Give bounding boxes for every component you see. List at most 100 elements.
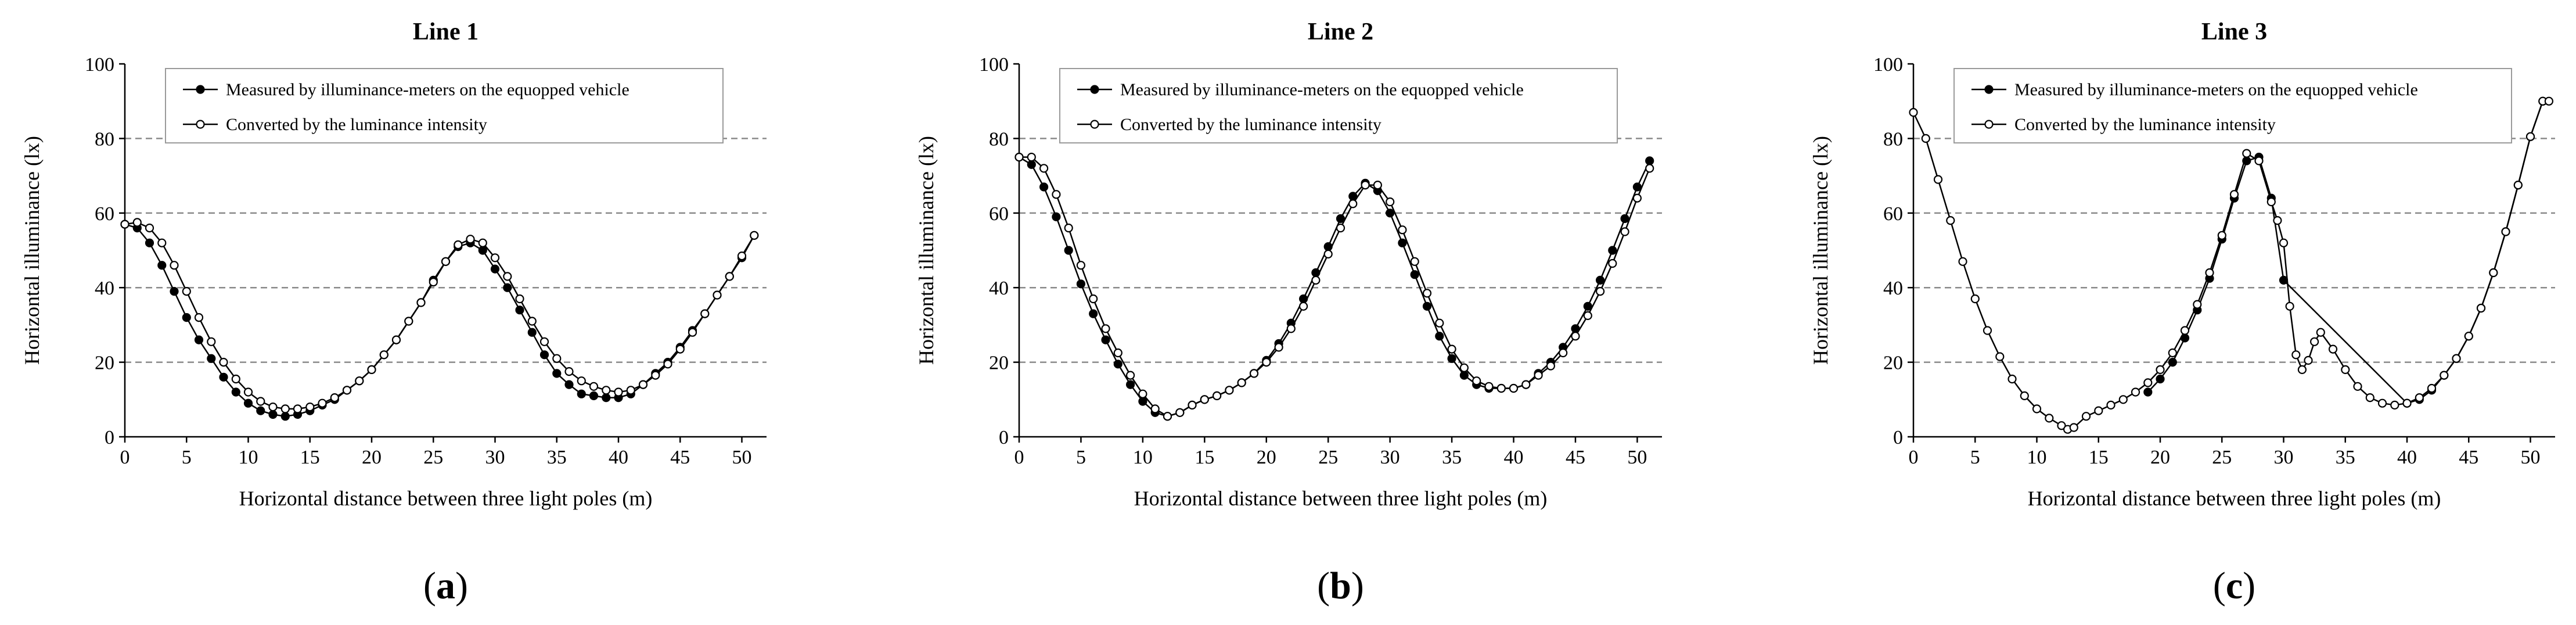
data-point-converted bbox=[515, 294, 524, 304]
y-tick-label: 100 bbox=[85, 54, 114, 76]
data-point-converted bbox=[651, 371, 660, 380]
data-point-converted bbox=[1076, 261, 1086, 270]
data-point-converted bbox=[1348, 199, 1358, 209]
legend-box bbox=[1953, 68, 2512, 143]
data-point-converted bbox=[2205, 268, 2214, 278]
data-point-converted bbox=[737, 252, 747, 261]
data-point-converted bbox=[1521, 380, 1531, 389]
data-point-converted bbox=[1386, 197, 1395, 207]
data-point-converted bbox=[293, 404, 303, 414]
series-line-converted bbox=[1912, 100, 2549, 430]
data-point-measured bbox=[268, 410, 278, 419]
data-point-converted bbox=[2476, 303, 2486, 313]
x-tick-label: 50 bbox=[1627, 447, 1647, 468]
data-point-converted bbox=[1933, 175, 1943, 184]
data-point-converted bbox=[1138, 389, 1147, 398]
data-point-measured bbox=[1596, 275, 1605, 285]
y-tick-label: 100 bbox=[979, 54, 1009, 76]
data-point-converted bbox=[1311, 275, 1321, 285]
data-point-converted bbox=[2544, 96, 2553, 106]
data-point-converted bbox=[2020, 391, 2029, 401]
data-point-measured bbox=[1632, 182, 1642, 192]
data-point-measured bbox=[1398, 238, 1407, 247]
legend-marker bbox=[196, 85, 205, 94]
data-point-converted bbox=[194, 312, 204, 322]
x-tick-label: 40 bbox=[609, 447, 628, 468]
data-point-converted bbox=[207, 337, 216, 346]
data-point-converted bbox=[2273, 216, 2282, 225]
data-point-converted bbox=[1336, 223, 1345, 233]
data-point-measured bbox=[577, 389, 586, 398]
data-point-converted bbox=[675, 344, 685, 354]
x-tick-label: 15 bbox=[2089, 447, 2109, 468]
data-point-converted bbox=[1970, 294, 1980, 304]
panel-label-letter: a bbox=[436, 565, 455, 607]
x-tick-label: 10 bbox=[239, 447, 258, 468]
data-point-converted bbox=[2007, 374, 2017, 384]
data-point-converted bbox=[1225, 386, 1234, 395]
legend-label: Converted by the luminance intensity bbox=[2014, 115, 2276, 134]
data-point-measured bbox=[1608, 246, 1617, 255]
x-tick-label: 40 bbox=[2397, 447, 2417, 468]
y-tick-label: 0 bbox=[1893, 427, 1903, 448]
data-point-converted bbox=[1361, 181, 1370, 190]
data-point-converted bbox=[1299, 301, 1308, 311]
chart-panel-c: Line 3 0 20 40 60 80 100 0 5 10 15 20 25 30 35 40 45 50 Ho… bbox=[1809, 19, 2555, 607]
data-point-converted bbox=[1921, 134, 1930, 143]
data-point-converted bbox=[2464, 332, 2473, 341]
y-tick-label: 60 bbox=[989, 203, 1009, 225]
data-point-converted bbox=[1262, 357, 1271, 367]
data-point-converted bbox=[2316, 328, 2325, 337]
legend-marker bbox=[1984, 85, 1994, 94]
y-axis-label: Horizontal illuminance (lx) bbox=[20, 136, 44, 365]
data-point-converted bbox=[1286, 324, 1296, 333]
panel-label: (a) bbox=[423, 565, 468, 607]
y-tick-label: 100 bbox=[1873, 54, 1903, 76]
data-point-converted bbox=[355, 376, 364, 386]
data-point-measured bbox=[1386, 209, 1395, 218]
data-point-converted bbox=[2452, 354, 2461, 363]
x-axis-label: Horizontal distance between three light … bbox=[239, 487, 653, 510]
data-point-converted bbox=[713, 290, 722, 300]
data-point-converted bbox=[2310, 337, 2319, 346]
x-tick-label: 0 bbox=[1014, 447, 1024, 468]
data-point-converted bbox=[2069, 423, 2078, 432]
data-point-converted bbox=[1496, 383, 1506, 393]
x-tick-label: 30 bbox=[485, 447, 505, 468]
data-point-converted bbox=[120, 220, 129, 229]
data-point-measured bbox=[1447, 354, 1456, 363]
data-point-converted bbox=[1435, 318, 1444, 328]
data-point-converted bbox=[1039, 164, 1049, 173]
data-point-converted bbox=[2081, 412, 2091, 421]
x-tick-label: 45 bbox=[2459, 447, 2478, 468]
data-point-converted bbox=[2045, 414, 2054, 423]
data-point-measured bbox=[1113, 360, 1122, 369]
y-tick-label: 80 bbox=[1883, 128, 1903, 150]
x-tick-label: 50 bbox=[732, 447, 752, 468]
data-point-converted bbox=[1188, 400, 1197, 410]
data-point-converted bbox=[367, 365, 376, 375]
x-axis-label: Horizontal distance between three light … bbox=[1134, 487, 1548, 510]
legend-marker bbox=[1984, 120, 1994, 129]
data-point-converted bbox=[1958, 257, 1967, 266]
data-point-measured bbox=[207, 354, 216, 363]
data-point-converted bbox=[330, 393, 339, 403]
y-tick-label: 40 bbox=[989, 278, 1009, 299]
data-point-converted bbox=[1089, 294, 1098, 304]
data-point-converted bbox=[2057, 421, 2066, 430]
data-point-converted bbox=[1509, 383, 1519, 393]
data-point-measured bbox=[490, 264, 500, 274]
data-point-measured bbox=[1101, 335, 1110, 344]
data-point-converted bbox=[1571, 332, 1580, 341]
data-point-converted bbox=[2168, 348, 2177, 358]
panel-label-close-paren: ) bbox=[455, 565, 468, 607]
data-point-measured bbox=[515, 306, 524, 315]
data-point-converted bbox=[1559, 348, 1568, 358]
data-point-measured bbox=[182, 312, 191, 322]
y-tick-label: 20 bbox=[1883, 353, 1903, 374]
data-point-converted bbox=[145, 223, 154, 233]
x-tick-label: 20 bbox=[362, 447, 382, 468]
data-point-converted bbox=[2229, 190, 2239, 199]
x-tick-label: 25 bbox=[423, 447, 443, 468]
data-point-measured bbox=[539, 350, 549, 360]
